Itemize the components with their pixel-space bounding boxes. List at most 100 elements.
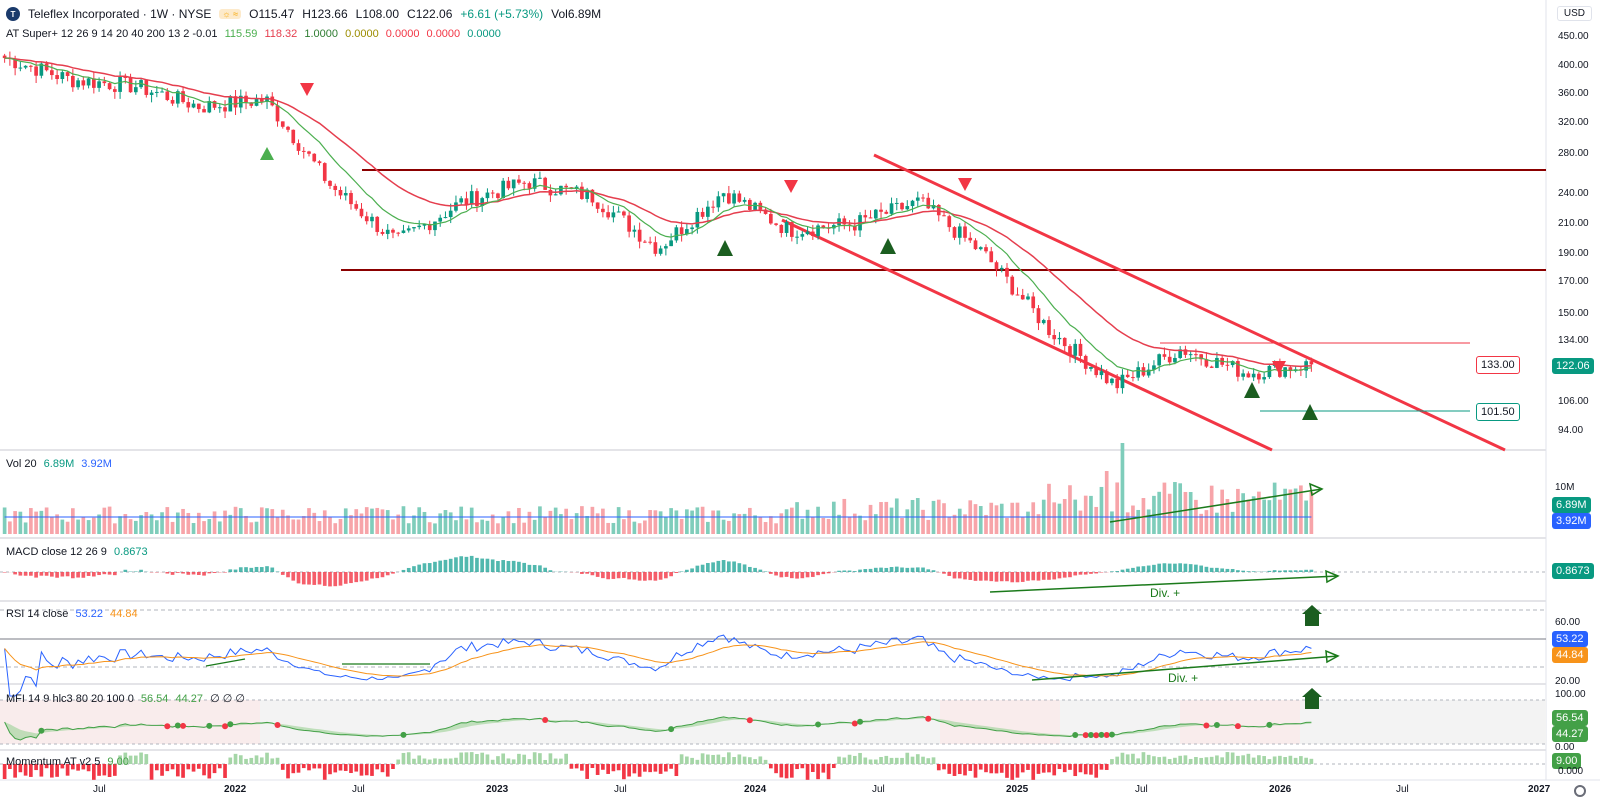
candle-body (611, 212, 616, 218)
symbol-title[interactable]: Teleflex Incorporated · 1W · NYSE (28, 7, 212, 21)
target-price-tag[interactable]: 133.00 (1476, 356, 1520, 374)
settings-gear-icon[interactable] (1574, 785, 1586, 797)
macd-bar (548, 570, 553, 572)
candle-body (784, 222, 789, 233)
channel-lower-line[interactable] (781, 218, 1273, 452)
candle-body (233, 96, 238, 108)
momentum-bar (868, 759, 873, 764)
volume-bar (238, 508, 243, 534)
volume-bar (653, 510, 658, 534)
channel-upper-line[interactable] (873, 153, 1506, 452)
macd-bar (1068, 572, 1072, 578)
mfi-cross-dot (857, 718, 864, 725)
price-axis-label: 210.00 (1558, 218, 1589, 229)
momentum-bar (301, 764, 306, 769)
volume-bar (343, 508, 348, 534)
volume-trend-arrow[interactable] (1109, 488, 1323, 523)
momentum-bar (910, 756, 915, 764)
macd-divergence-line[interactable] (989, 575, 1339, 593)
volume-bar (128, 519, 133, 534)
momentum-bar (1125, 754, 1130, 764)
rsi-divergence-line[interactable] (1031, 655, 1339, 681)
indicator-title[interactable]: AT Super+ 12 26 9 14 20 40 200 13 2 -0.0… (6, 28, 218, 40)
macd-bar (1047, 572, 1051, 580)
momentum-bar (553, 758, 558, 764)
volume-bar (1188, 492, 1193, 534)
session-badge-icon[interactable]: ☼ ≈ (219, 9, 242, 19)
mfi-title[interactable]: MFI 14 9 hlc3 80 20 100 0 (6, 693, 134, 705)
macd-bar (1230, 568, 1235, 572)
volume-bar (1309, 492, 1314, 534)
macd-bar (317, 572, 322, 585)
macd-bar (50, 572, 54, 577)
volume-title[interactable]: Vol 20 (6, 458, 37, 470)
momentum-bar (1309, 758, 1314, 764)
volume-bar (768, 516, 773, 534)
candle-body (60, 72, 65, 80)
candle-body (527, 183, 532, 189)
symbol-legend[interactable]: T Teleflex Incorporated · 1W · NYSE ☼ ≈ … (6, 7, 605, 21)
candle-body (931, 205, 936, 209)
volume-bar (894, 498, 899, 534)
mfi-axis-top: 100.00 (1555, 689, 1586, 700)
rsi-legend[interactable]: RSI 14 close 53.22 44.84 (6, 608, 142, 620)
candle-body (685, 229, 689, 235)
momentum-bar (879, 757, 883, 764)
volume-legend[interactable]: Vol 20 6.89M 3.92M (6, 458, 116, 470)
macd-bar (92, 572, 96, 577)
momentum-bar (1115, 756, 1120, 764)
volume-bar (884, 501, 889, 534)
macd-legend[interactable]: MACD close 12 26 9 0.8673 (6, 546, 152, 558)
indicator-value: 0.0000 (426, 28, 461, 40)
last-price-tag[interactable]: 122.06 (1552, 358, 1594, 374)
indicator-legend[interactable]: AT Super+ 12 26 9 14 20 40 200 13 2 -0.0… (6, 28, 505, 40)
macd-bar (280, 572, 285, 575)
mfi-cross-dot (1203, 722, 1210, 729)
macd-bar (957, 572, 962, 579)
candle-body (181, 91, 185, 103)
momentum-bar (317, 764, 322, 769)
candle-body (170, 99, 175, 104)
candle-body (443, 217, 448, 219)
volume-bar (1293, 488, 1298, 534)
volume-bar (144, 512, 149, 534)
momentum-bar (228, 757, 233, 764)
volume-bar (370, 508, 374, 534)
volume-bar (664, 517, 668, 534)
mfi-cross-dot (174, 722, 181, 729)
volume-bar (175, 512, 180, 534)
momentum-title[interactable]: Momentum AT v2 5 (6, 756, 101, 768)
candle-body (280, 121, 285, 127)
momentum-legend[interactable]: Momentum AT v2 5 9.00 (6, 756, 133, 768)
macd-bar (338, 572, 343, 586)
volume-bar (789, 507, 794, 534)
volume-bar (905, 509, 910, 534)
volume-bar (1204, 510, 1209, 534)
momentum-bar (280, 764, 285, 770)
candle-body (427, 223, 432, 231)
mfi-legend[interactable]: MFI 14 9 hlc3 80 20 100 0 56.54 44.27 ∅ … (6, 692, 249, 705)
currency-button[interactable]: USD (1556, 6, 1592, 21)
volume-bar (695, 507, 700, 534)
macd-title[interactable]: MACD close 12 26 9 (6, 546, 107, 558)
candle-body (952, 227, 957, 238)
momentum-bar (427, 759, 432, 764)
candle-body (396, 232, 401, 234)
macd-bar (606, 572, 610, 580)
volume-bar (97, 514, 101, 534)
macd-bar (585, 572, 589, 574)
rsi-title[interactable]: RSI 14 close (6, 608, 69, 620)
momentum-bar (905, 752, 910, 764)
buy-signal-icon (717, 240, 733, 256)
macd-bar (1083, 572, 1088, 575)
volume-bar (1131, 505, 1135, 534)
stop-price-tag[interactable]: 101.50 (1476, 403, 1520, 421)
macd-bar (942, 572, 946, 574)
candle-body (359, 208, 364, 217)
macd-bar (873, 567, 878, 572)
momentum-bar (196, 764, 201, 769)
up-arrow-icon (1305, 697, 1319, 709)
macd-bar (590, 572, 595, 576)
mfi-cross-dot (746, 717, 753, 724)
